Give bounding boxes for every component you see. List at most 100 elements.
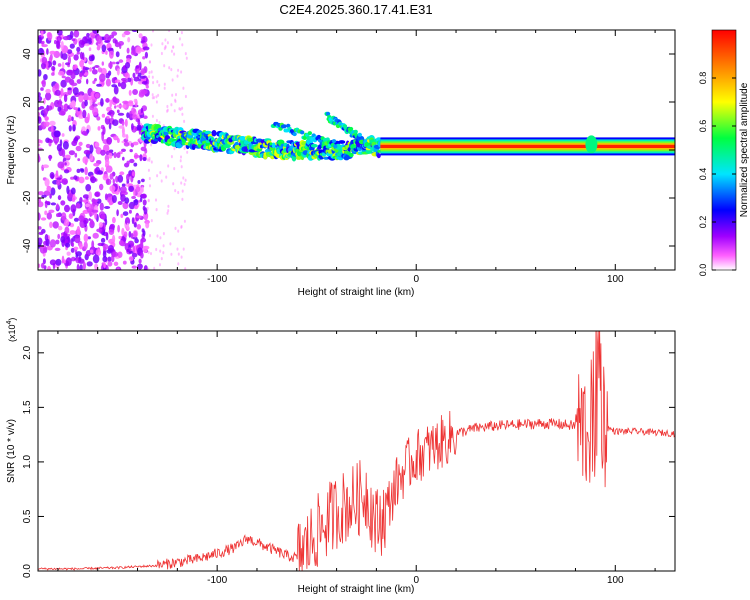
noise-speck — [150, 219, 153, 223]
noise-blob — [131, 217, 135, 225]
noise-blob — [67, 87, 73, 91]
noise-speck — [177, 262, 180, 266]
noise-blob — [126, 222, 130, 230]
noise-blob — [38, 143, 41, 147]
spectrogram-y-axis-label: Frequency (Hz) — [6, 116, 17, 185]
noise-speck — [150, 143, 153, 147]
noise-blob — [105, 178, 112, 185]
noise-blob — [38, 226, 42, 230]
noise-blob — [128, 201, 136, 210]
noise-blob — [97, 170, 103, 175]
noise-blob — [131, 196, 137, 199]
noise-blob — [96, 35, 102, 44]
band-blob — [310, 143, 318, 148]
noise-blob — [127, 37, 131, 43]
noise-blob — [43, 121, 50, 127]
snr-y-ticks: 0.0 0.5 1.0 1.5 2.0 — [22, 345, 675, 578]
noise-speck — [175, 93, 177, 97]
noise-blob — [69, 43, 75, 49]
noise-speck — [181, 189, 184, 193]
noise-blob — [69, 30, 74, 39]
snr-y-scale: (x104) — [6, 318, 17, 342]
noise-blob — [145, 84, 149, 89]
noise-speck — [163, 86, 166, 90]
noise-blob — [110, 255, 115, 263]
noise-blob — [122, 211, 129, 217]
noise-blob — [104, 40, 111, 43]
noise-blob — [83, 72, 89, 76]
noise-speck — [162, 232, 165, 236]
noise-speck — [182, 176, 185, 180]
noise-blob — [63, 104, 67, 110]
noise-blob — [109, 50, 114, 59]
noise-blob — [107, 47, 114, 52]
noise-blob — [136, 224, 142, 230]
noise-blob — [56, 177, 62, 181]
noise-speck — [153, 266, 156, 270]
noise-blob — [56, 203, 59, 210]
noise-blob — [89, 144, 94, 154]
noise-blob — [92, 107, 99, 116]
noise-blob — [57, 195, 62, 201]
noise-blob — [71, 140, 78, 147]
noise-blob — [123, 231, 128, 238]
snr-panel: -100 0 100 0.0 0.5 1.0 1.5 2.0 Height of strai… — [6, 318, 676, 595]
branch-blob — [307, 131, 312, 136]
noise-blob — [48, 209, 55, 213]
branch-blob — [331, 139, 337, 144]
noise-blob — [57, 161, 65, 169]
noise-speck — [180, 70, 183, 74]
noise-blob — [76, 225, 81, 235]
noise-speck — [170, 49, 173, 53]
noise-blob — [73, 137, 79, 142]
noise-blob — [113, 85, 119, 95]
noise-blob — [83, 217, 89, 224]
noise-blob — [76, 263, 80, 270]
colorbar-tick-label: 0.2 — [698, 216, 708, 229]
noise-blob — [124, 217, 131, 226]
noise-blob — [133, 154, 141, 158]
noise-blob — [108, 228, 115, 235]
noise-blob — [92, 232, 99, 239]
noise-blob — [65, 62, 70, 66]
noise-blob — [61, 133, 65, 137]
noise-blob — [101, 61, 105, 66]
noise-blob — [129, 149, 133, 153]
noise-blob — [89, 153, 94, 162]
noise-blob — [63, 169, 70, 174]
noise-speck — [173, 167, 176, 171]
noise-blob — [122, 104, 127, 109]
noise-blob — [142, 245, 148, 254]
noise-speck — [150, 252, 152, 256]
noise-blob — [143, 265, 148, 270]
noise-blob — [45, 238, 50, 247]
noise-speck — [163, 64, 166, 68]
noise-blob — [138, 33, 143, 39]
noise-blob — [104, 33, 110, 43]
x-tick-label: -100 — [207, 274, 227, 285]
noise-speck — [152, 30, 154, 33]
noise-blob — [54, 247, 61, 251]
noise-blob — [68, 125, 72, 132]
x-tick-label: 0 — [413, 575, 419, 586]
noise-blob — [70, 256, 76, 262]
noise-speck — [153, 96, 155, 100]
noise-blob — [126, 248, 130, 253]
noise-blob — [49, 50, 56, 55]
noise-blob — [79, 264, 83, 270]
noise-blob — [107, 256, 112, 262]
noise-blob — [58, 110, 66, 116]
noise-blob — [89, 98, 93, 106]
noise-blob — [79, 60, 84, 68]
noise-speck — [162, 251, 165, 255]
noise-blob — [93, 162, 100, 167]
noise-blob — [118, 125, 125, 129]
noise-blob — [61, 178, 68, 185]
noise-blob — [94, 192, 100, 197]
noise-blob — [102, 174, 109, 181]
noise-blob — [90, 219, 94, 226]
noise-blob — [106, 115, 110, 119]
noise-speck — [156, 174, 159, 178]
noise-blob — [124, 62, 131, 69]
noise-speck — [148, 158, 151, 162]
